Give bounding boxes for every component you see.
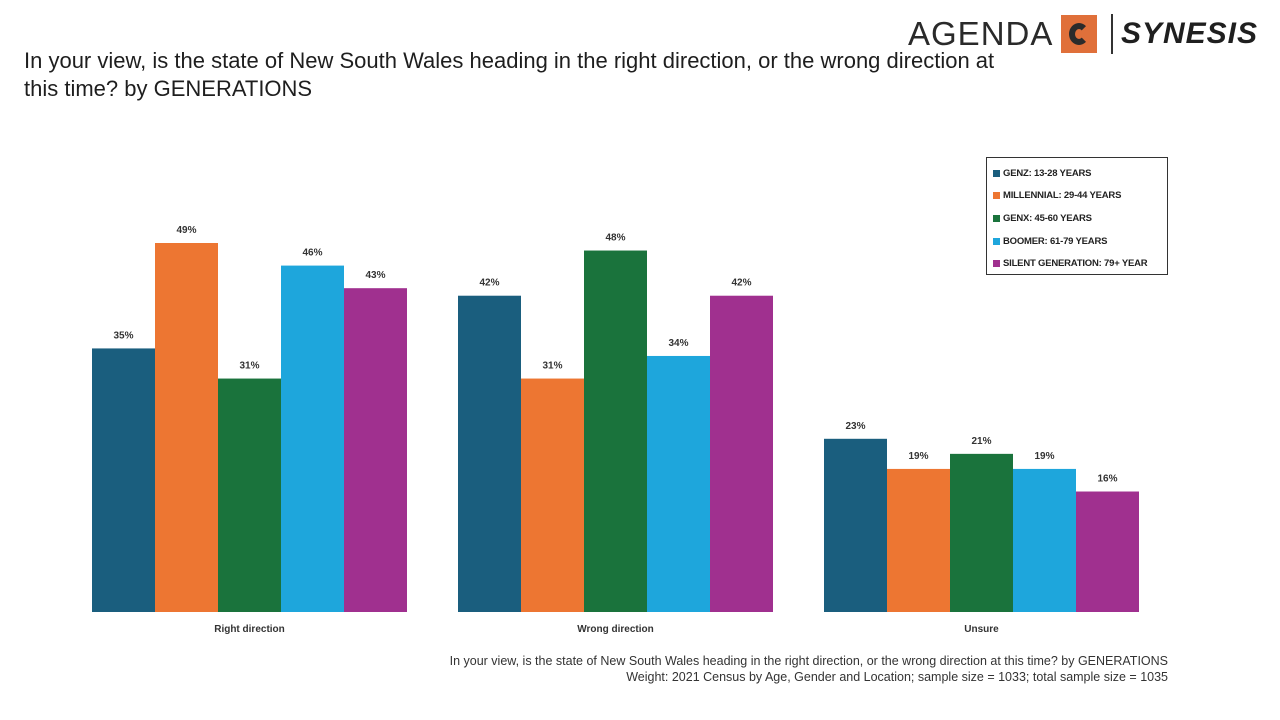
- data-label: 19%: [1034, 451, 1054, 462]
- data-label: 19%: [908, 451, 928, 462]
- legend-swatch: [993, 260, 1000, 268]
- bar-right-direction-1: [155, 243, 218, 612]
- bar-right-direction-3: [281, 265, 344, 612]
- legend-label: SILENT GENERATION: 79+ YEAR: [1003, 258, 1148, 270]
- data-label: 48%: [605, 233, 625, 244]
- legend-item: BOOMER: 61-79 YEARS: [993, 230, 1167, 253]
- data-label: 42%: [731, 278, 751, 289]
- legend-label: BOOMER: 61-79 YEARS: [1003, 235, 1108, 247]
- synesis-logo-text: SYNESIS: [1120, 17, 1258, 50]
- category-label: Right direction: [214, 624, 285, 635]
- legend-label: MILLENNIAL: 29-44 YEARS: [1003, 190, 1122, 202]
- legend-label: GENX: 45-60 YEARS: [1003, 212, 1092, 224]
- bar-unsure-1: [887, 468, 950, 612]
- legend-swatch: [993, 192, 1000, 200]
- footnote-question: In your view, is the state of New South …: [449, 654, 1168, 668]
- chart-footnote: In your view, is the state of New South …: [450, 653, 1168, 685]
- data-label: 23%: [845, 421, 865, 432]
- bar-unsure-4: [1076, 491, 1139, 612]
- footnote-weight: Weight: 2021 Census by Age, Gender and L…: [626, 670, 1168, 684]
- data-label: 31%: [239, 361, 259, 372]
- brand-logo: AGENDA SYNESIS: [908, 12, 1258, 56]
- data-label: 46%: [302, 248, 322, 259]
- bar-unsure-0: [824, 438, 887, 612]
- bar-unsure-3: [1013, 468, 1076, 612]
- bar-right-direction-4: [344, 288, 407, 612]
- bar-wrong-direction-1: [521, 378, 584, 612]
- bar-right-direction-0: [92, 348, 155, 612]
- legend-item: SILENT GENERATION: 79+ YEAR: [993, 252, 1167, 275]
- legend-swatch: [993, 214, 1000, 222]
- page-title: In your view, is the state of New South …: [24, 48, 995, 101]
- data-label: 42%: [479, 278, 499, 289]
- category-label: Unsure: [964, 624, 999, 635]
- legend-item: GENX: 45-60 YEARS: [993, 207, 1167, 230]
- category-label: Wrong direction: [577, 624, 653, 635]
- agenda-logo-text: AGENDA: [908, 15, 1054, 52]
- logo-divider: [1110, 14, 1113, 54]
- bar-wrong-direction-0: [458, 295, 521, 612]
- bar-wrong-direction-3: [647, 355, 710, 612]
- data-label: 16%: [1097, 474, 1117, 485]
- legend-item: MILLENNIAL: 29-44 YEARS: [993, 185, 1167, 208]
- data-label: 34%: [668, 338, 688, 349]
- data-label: 31%: [542, 361, 562, 372]
- legend-swatch: [993, 169, 1000, 177]
- legend-swatch: [993, 237, 1000, 245]
- bar-right-direction-2: [218, 378, 281, 612]
- data-label: 35%: [113, 330, 133, 341]
- agenda-c-icon: [1061, 15, 1097, 53]
- data-label: 21%: [971, 436, 991, 447]
- data-label: 43%: [365, 270, 385, 281]
- chart-legend: GENZ: 13-28 YEARS MILLENNIAL: 29-44 YEARS…: [986, 157, 1168, 275]
- legend-label: GENZ: 13-28 YEARS: [1003, 167, 1092, 179]
- bar-wrong-direction-4: [710, 295, 773, 612]
- bar-wrong-direction-2: [584, 250, 647, 612]
- legend-item: GENZ: 13-28 YEARS: [993, 162, 1167, 185]
- data-label: 49%: [176, 225, 196, 236]
- bar-unsure-2: [950, 453, 1013, 612]
